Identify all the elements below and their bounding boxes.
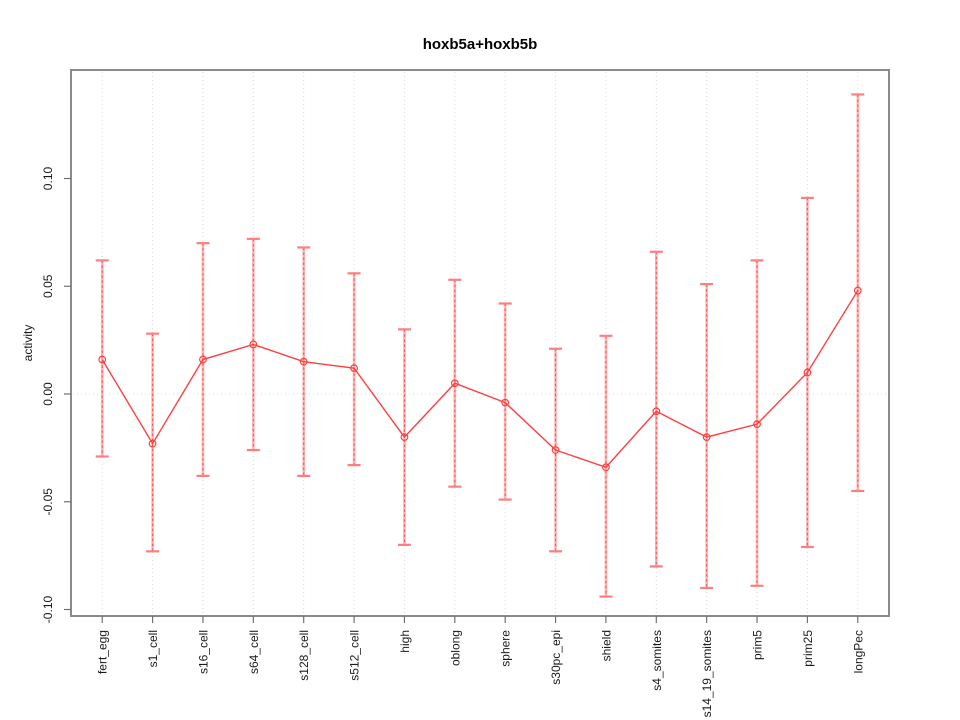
- data-point: [803, 368, 812, 377]
- x-tick-label: prim25: [801, 630, 815, 667]
- x-tick-label: s16_cell: [196, 630, 210, 674]
- x-tick-label: high: [398, 630, 412, 653]
- data-point: [450, 379, 459, 388]
- x-tick-label: s128_cell: [297, 630, 311, 681]
- data-point: [199, 355, 207, 364]
- x-tick-label: fert_egg: [96, 630, 110, 674]
- y-tick-label: 0.05: [41, 274, 55, 298]
- x-tick-label: shield: [599, 630, 613, 661]
- data-point: [702, 433, 711, 442]
- x-tick-label: s30pc_epi: [549, 630, 563, 685]
- data-point: [853, 286, 862, 295]
- data-point: [652, 407, 661, 416]
- data-point: [98, 355, 107, 364]
- data-point: [501, 398, 510, 407]
- x-tick-label: sphere: [499, 630, 513, 667]
- data-point: [148, 439, 157, 448]
- x-tick-label: oblong: [448, 630, 462, 666]
- data-point: [753, 420, 761, 429]
- y-tick-label: 0.00: [41, 382, 55, 406]
- x-tick-label: longPec: [851, 630, 865, 673]
- data-point: [299, 357, 308, 366]
- y-tick-label: -0.05: [41, 488, 55, 516]
- x-tick-label: s64_cell: [247, 630, 261, 674]
- data-point: [400, 433, 409, 442]
- data-point: [602, 463, 610, 472]
- x-tick-label: s4_somites: [650, 630, 664, 691]
- data-point: [249, 340, 258, 349]
- y-tick-label: 0.10: [41, 166, 55, 190]
- x-tick-label: s1_cell: [146, 630, 160, 667]
- x-tick-label: s512_cell: [348, 630, 362, 681]
- data-point: [551, 446, 560, 454]
- y-axis-label: activity: [21, 324, 35, 362]
- data-point: [350, 364, 358, 373]
- plot-frame: [70, 69, 890, 617]
- chart-title: hoxb5a+hoxb5b: [422, 36, 538, 53]
- series-line: [101, 290, 859, 469]
- y-tick-label: -0.10: [41, 596, 55, 624]
- x-tick-label: s14_19_somites: [700, 630, 714, 717]
- x-tick-label: prim5: [751, 630, 765, 660]
